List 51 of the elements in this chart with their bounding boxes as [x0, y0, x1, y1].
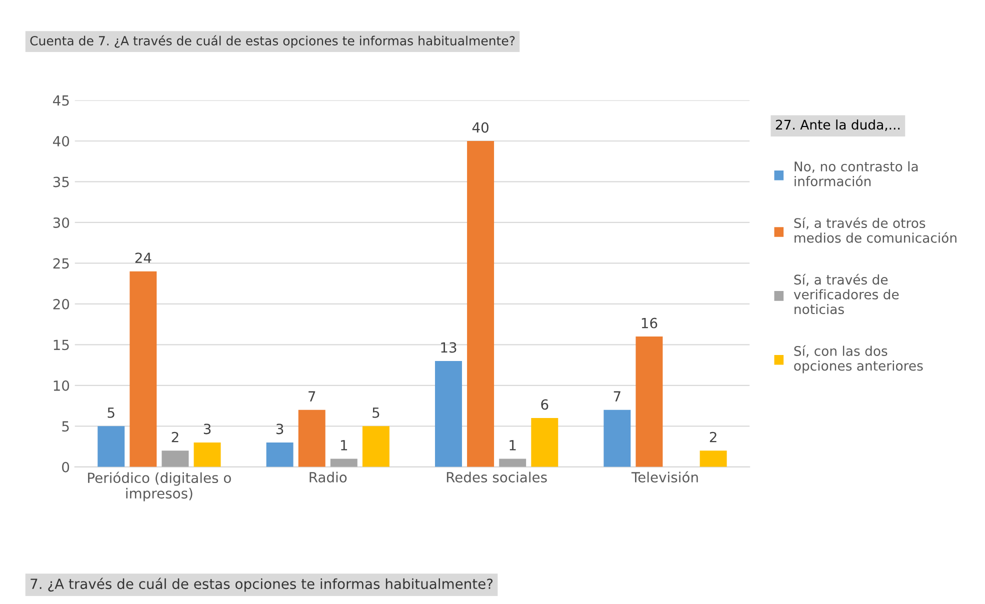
data-label: 1 [510, 440, 516, 450]
x-tick-label: Radio [310, 472, 347, 483]
y-tick-label: 40 [53, 136, 70, 146]
bar [194, 442, 221, 467]
data-label: 6 [541, 399, 548, 410]
y-tick-label: 25 [53, 258, 69, 269]
data-label: 16 [642, 318, 658, 328]
y-tick-label: 20 [53, 298, 70, 310]
chart-title: Cuenta de 7. ¿A través de cuál de estas opciones te informas habitualmente? [30, 35, 515, 48]
y-tick-label: 5 [62, 421, 69, 432]
x-tick-label: Redes sociales [446, 472, 547, 483]
bar [636, 336, 663, 467]
bar [266, 442, 294, 467]
bar [531, 418, 558, 467]
text: 7. ¿A través de cuál de estas opciones te informas habitualmente? [30, 578, 493, 592]
data-label: 7 [614, 391, 620, 402]
data-label: 24 [135, 252, 152, 263]
data-label: 5 [372, 408, 380, 418]
data-label: 3 [276, 424, 284, 434]
bar [130, 271, 157, 467]
x-tick-label: Periódico (digitales o impresos) [88, 472, 231, 502]
y-tick-label: 35 [53, 176, 69, 188]
bar [330, 458, 358, 467]
y-tick-label: 15 [54, 340, 69, 350]
y-tick-label: 45 [53, 95, 69, 106]
legend-label: Sí, a través de otros medios de comunicación [794, 217, 956, 243]
bar [98, 426, 125, 467]
legend-label: No, no contrasto la información [794, 161, 918, 186]
data-label: 40 [472, 122, 488, 133]
legend-title: 27. Ante la duda,... [776, 119, 900, 132]
bar [499, 458, 526, 467]
data-label: 2 [172, 432, 178, 442]
x-tick-label: Televisión [631, 471, 698, 483]
y-tick-label: 10 [54, 380, 70, 391]
bar [362, 426, 390, 467]
y-tick-label: 0 [62, 462, 70, 472]
data-label: 1 [341, 440, 348, 450]
bar [604, 410, 631, 467]
y-tick-label: 30 [53, 217, 70, 228]
data-label: 3 [204, 424, 211, 434]
bar [434, 360, 462, 467]
bar [298, 410, 326, 467]
bar [162, 450, 189, 467]
data-label: 2 [710, 432, 716, 442]
legend-label: Sí, con las dos opciones anteriores [794, 345, 923, 374]
data-label: 7 [308, 391, 316, 402]
data-label: 5 [108, 408, 114, 418]
data-label: 13 [441, 342, 456, 353]
legend-label: Sí, a través de verificadores de noticias [794, 274, 899, 314]
bar [700, 450, 727, 467]
bar [467, 141, 494, 467]
